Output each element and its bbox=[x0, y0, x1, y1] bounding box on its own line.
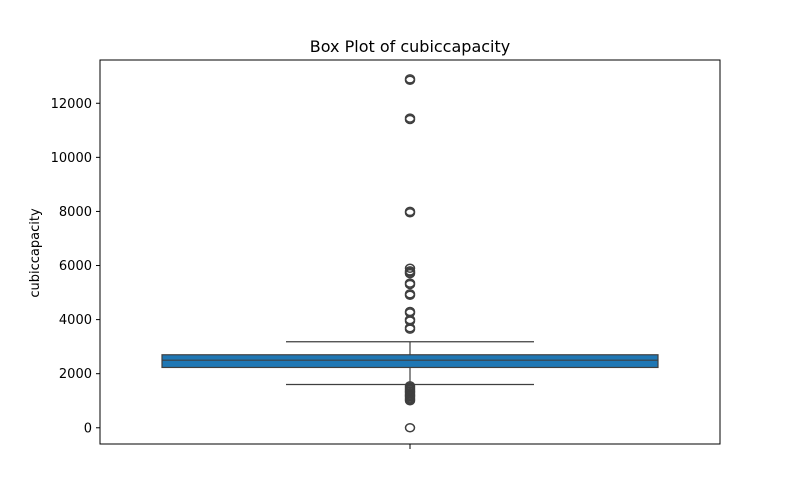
y-tick-label: 12000 bbox=[51, 97, 92, 112]
outlier-point bbox=[404, 263, 416, 273]
outlier-point bbox=[404, 266, 416, 276]
outlier-point bbox=[404, 206, 416, 217]
outlier-point bbox=[404, 289, 416, 299]
iqr-box bbox=[161, 354, 659, 369]
outlier-point bbox=[404, 381, 416, 391]
outlier-point bbox=[404, 113, 416, 123]
outlier-point bbox=[404, 306, 416, 317]
y-tick-label: 6000 bbox=[59, 259, 92, 274]
outlier-point bbox=[404, 74, 416, 84]
outlier-point bbox=[404, 423, 416, 433]
y-tick-label: 10000 bbox=[51, 151, 92, 166]
plot-area bbox=[161, 74, 659, 433]
y-tick-label: 2000 bbox=[59, 367, 92, 382]
y-tick-label: 8000 bbox=[59, 205, 92, 220]
y-tick-label: 0 bbox=[84, 421, 92, 436]
y-axis-label: cubiccapacity bbox=[28, 208, 43, 298]
outlier-point bbox=[404, 278, 416, 288]
chart-title: Box Plot of cubiccapacity bbox=[310, 37, 510, 56]
y-tick-label: 4000 bbox=[59, 313, 92, 328]
